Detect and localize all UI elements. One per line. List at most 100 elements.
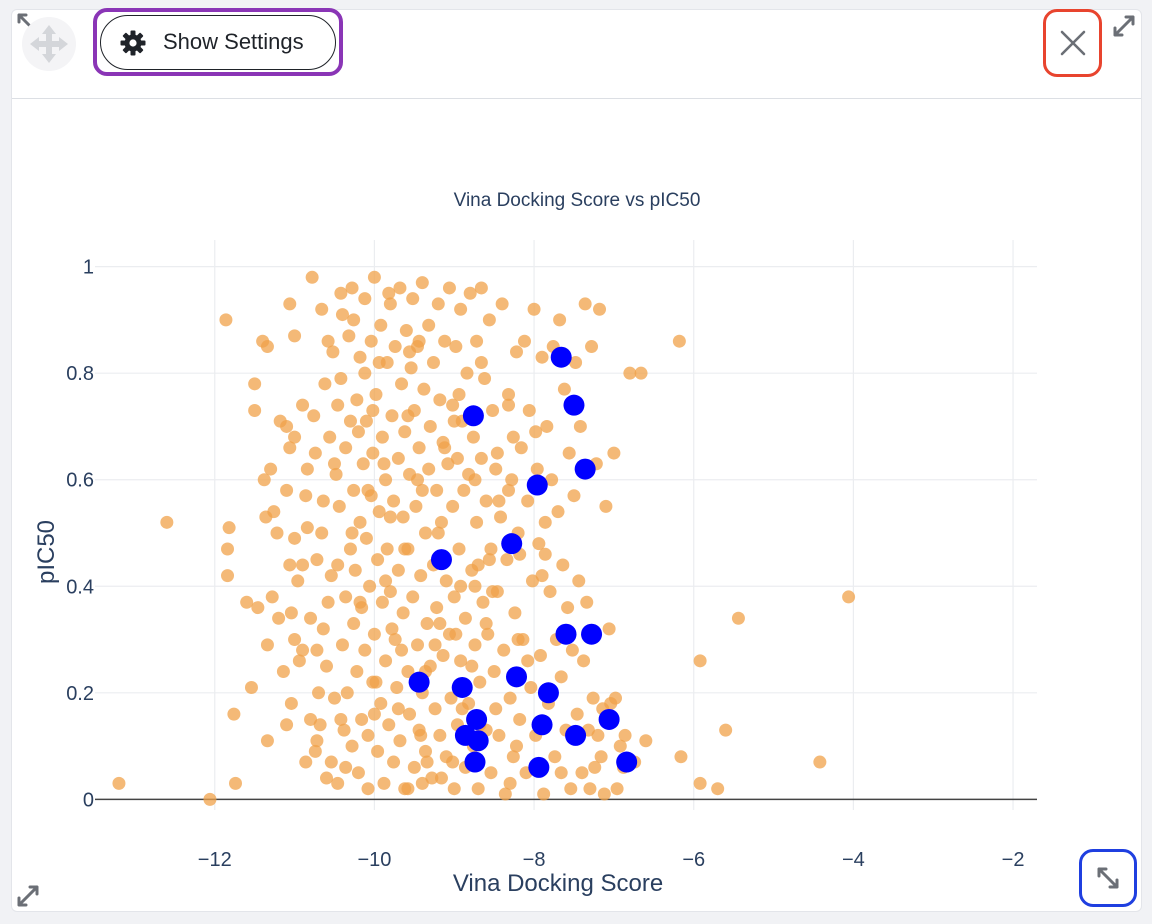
data-point-orange: [331, 398, 345, 412]
data-point-orange: [313, 718, 327, 732]
data-point-orange: [521, 654, 535, 668]
data-point-orange: [296, 398, 310, 412]
data-point-orange: [403, 707, 417, 721]
data-point-orange: [272, 611, 286, 625]
data-point-orange: [433, 393, 447, 407]
resize-handle-top-right[interactable]: [1112, 12, 1138, 38]
data-point-orange: [375, 430, 389, 444]
data-point-orange: [353, 350, 367, 364]
data-point-orange: [391, 451, 405, 465]
data-point-orange: [468, 473, 482, 487]
data-point-orange: [359, 531, 373, 545]
data-point-orange: [447, 782, 461, 796]
data-point-orange: [324, 755, 338, 769]
chart-grid: [95, 240, 1037, 810]
data-point-orange: [300, 521, 314, 535]
data-point-orange: [414, 569, 428, 583]
data-point-orange: [351, 425, 365, 439]
diagonal-resize-icon: [1097, 867, 1119, 889]
data-point-orange: [446, 499, 460, 513]
data-point-orange: [449, 340, 463, 354]
data-point-orange: [340, 686, 354, 700]
data-point-orange: [495, 297, 509, 311]
data-point-orange: [564, 782, 578, 796]
data-point-orange: [602, 622, 616, 636]
data-point-orange: [382, 718, 396, 732]
data-point-orange: [264, 462, 278, 476]
data-point-orange: [492, 728, 506, 742]
data-point-orange: [367, 627, 381, 641]
data-point-orange: [323, 430, 337, 444]
data-point-orange: [337, 723, 351, 737]
data-point-orange: [634, 366, 648, 380]
data-point-orange: [613, 739, 627, 753]
data-point-orange: [383, 585, 397, 599]
data-point-orange: [321, 334, 335, 348]
data-point-orange: [417, 382, 431, 396]
data-point-blue: [466, 708, 488, 730]
data-point-orange: [415, 776, 429, 790]
data-point-orange: [470, 515, 484, 529]
data-point-orange: [438, 334, 452, 348]
data-point-orange: [390, 680, 404, 694]
data-point-orange: [398, 425, 412, 439]
data-point-orange: [288, 329, 302, 343]
data-point-orange: [265, 590, 279, 604]
data-point-orange: [358, 292, 372, 306]
data-point-orange: [486, 403, 500, 417]
data-point-orange: [396, 510, 410, 524]
data-point-orange: [502, 398, 516, 412]
y-tick-label: 0.8: [66, 363, 94, 385]
data-point-orange: [693, 654, 707, 668]
resize-handle-top-left[interactable]: [16, 12, 42, 38]
data-point-orange: [557, 382, 571, 396]
y-tick-label: 0.2: [66, 683, 94, 705]
data-point-orange: [510, 345, 524, 359]
data-point-orange: [377, 457, 391, 471]
data-point-orange: [304, 712, 318, 726]
data-point-orange: [484, 766, 498, 780]
drag-handle[interactable]: [22, 17, 76, 71]
data-point-orange: [276, 664, 290, 678]
data-point-orange: [312, 686, 326, 700]
y-axis-label: pIC50: [33, 520, 60, 584]
data-point-orange: [348, 563, 362, 577]
data-point-orange: [610, 782, 624, 796]
chart-points: [112, 270, 856, 806]
data-point-orange: [487, 664, 501, 678]
data-point-orange: [257, 473, 271, 487]
data-point-orange: [339, 760, 353, 774]
data-point-orange: [482, 553, 496, 567]
data-point-orange: [476, 595, 490, 609]
data-point-orange: [508, 606, 522, 620]
data-point-orange: [428, 638, 442, 652]
resize-handle-bottom-right[interactable]: [1079, 849, 1137, 907]
data-point-orange: [599, 499, 613, 513]
data-point-orange: [556, 558, 570, 572]
data-point-orange: [320, 771, 334, 785]
data-point-orange: [500, 553, 514, 567]
data-point-orange: [379, 473, 393, 487]
data-point-orange: [327, 691, 341, 705]
data-point-orange: [479, 617, 493, 631]
data-point-orange: [594, 750, 608, 764]
data-point-orange: [411, 473, 425, 487]
data-point-orange: [391, 563, 405, 577]
data-point-orange: [422, 462, 436, 476]
data-point-orange: [409, 499, 423, 513]
data-point-orange: [385, 622, 399, 636]
show-settings-button[interactable]: Show Settings: [100, 15, 336, 70]
data-point-orange: [533, 649, 547, 663]
data-point-orange: [358, 643, 372, 657]
data-point-orange: [517, 334, 531, 348]
close-button[interactable]: [1043, 9, 1102, 77]
data-point-orange: [813, 755, 827, 769]
data-point-orange: [299, 755, 313, 769]
resize-handle-bottom-left[interactable]: [16, 882, 42, 908]
data-point-orange: [490, 446, 504, 460]
data-point-orange: [160, 515, 174, 529]
data-point-orange: [227, 707, 241, 721]
x-tick-label: −8: [523, 849, 546, 871]
data-point-orange: [383, 510, 397, 524]
x-tick-label: −6: [682, 849, 705, 871]
